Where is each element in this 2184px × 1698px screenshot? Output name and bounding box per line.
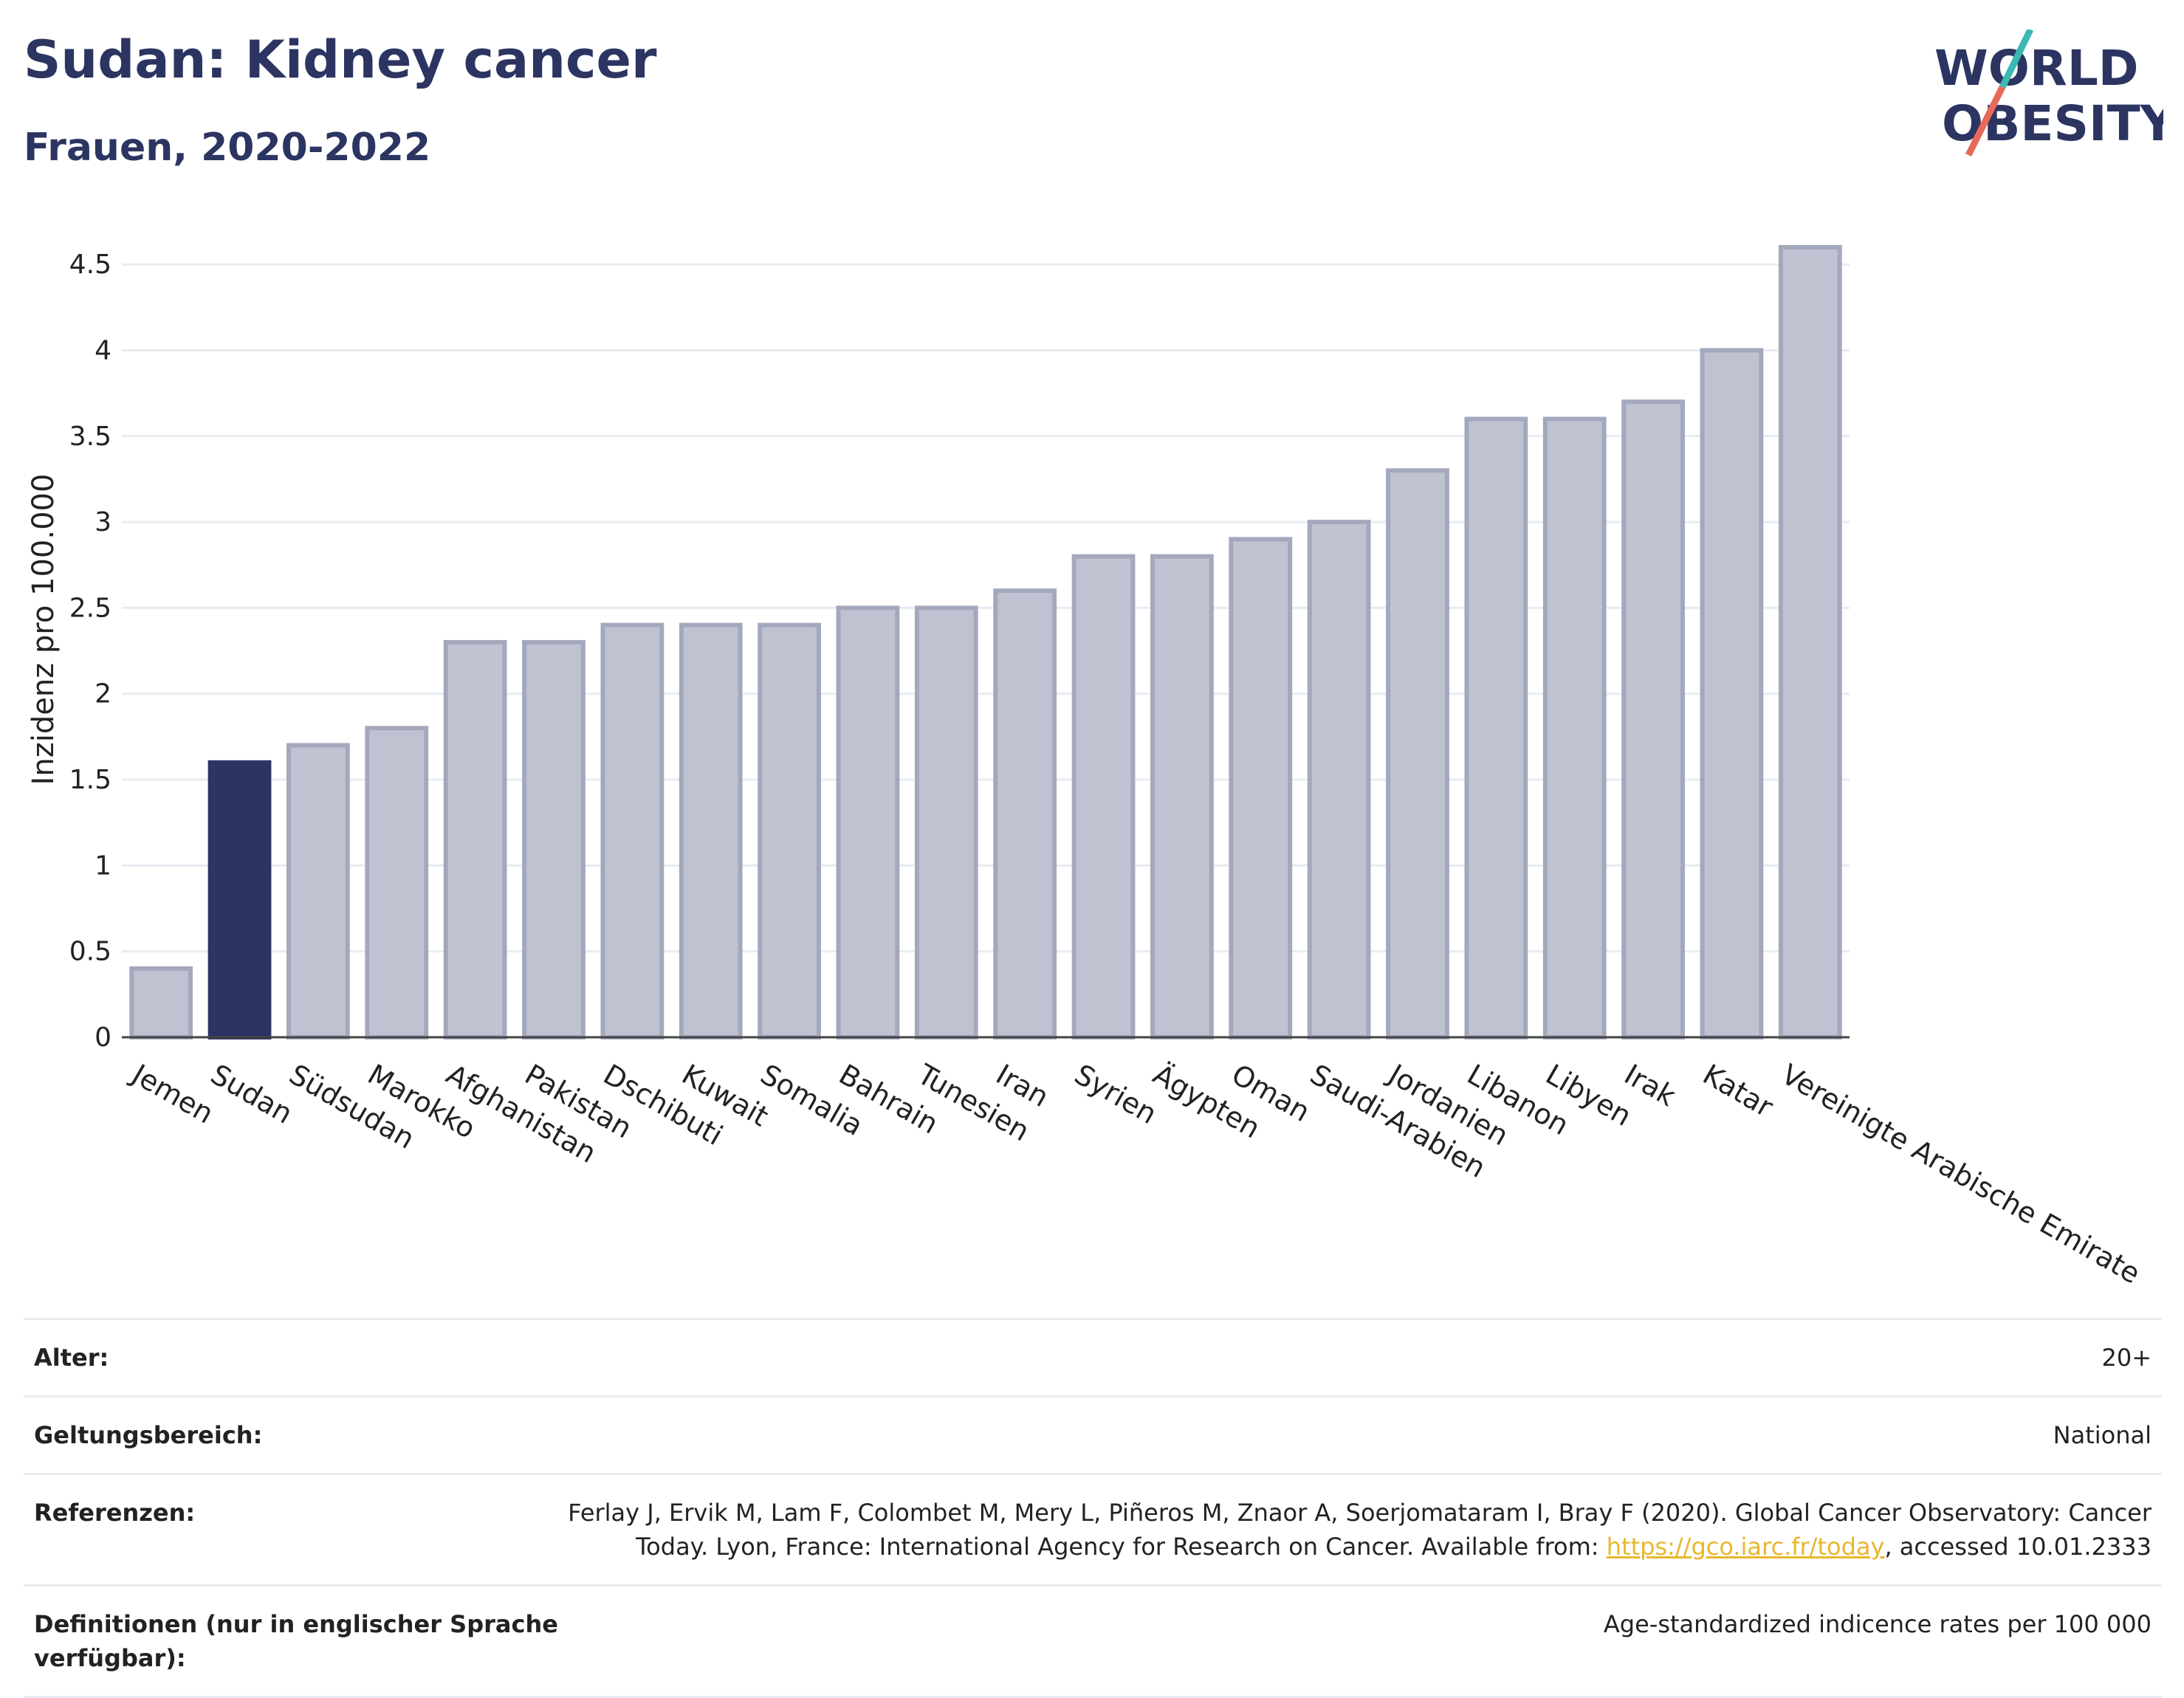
bar-ägypten [1150, 554, 1214, 1039]
bar-südsudan [286, 743, 350, 1039]
bar-vereinigte-arabische-emirate [1778, 244, 1842, 1039]
world-obesity-logo: WORLD OBESITY [1934, 30, 2163, 157]
meta-row-scope: Geltungsbereich: National [24, 1395, 2162, 1473]
logo-word-world: WORLD [1934, 40, 2139, 97]
bar-iran [993, 588, 1057, 1039]
bar-katar [1700, 348, 1764, 1039]
bar-oman [1229, 537, 1293, 1039]
meta-value: National [2053, 1421, 2152, 1449]
bars [129, 244, 1842, 1040]
logo-slash-coral [1965, 85, 2006, 157]
meta-row-references: Referenzen: Ferlay J, Ervik M, Lam F, Co… [24, 1473, 2162, 1584]
x-tick-label: Syrien [1069, 1058, 1162, 1130]
bar-libanon [1464, 416, 1528, 1039]
bar-dschibuti [600, 622, 665, 1039]
reference-accessed: , accessed 10.01.2333 [1884, 1533, 2152, 1561]
meta-label: Referenzen: [34, 1499, 196, 1527]
bar-chart: 0 0.5 1 1.5 2 2.5 3 3.5 4 4.5 JemenSudanSüdsudanM… [27, 244, 2146, 1290]
y-tick-label: 4.5 [69, 250, 111, 280]
meta-row-age: Alter: 20+ [24, 1318, 2162, 1395]
reference-text: Ferlay J, Ervik M, Lam F, Colombet M, Me… [568, 1499, 2152, 1561]
metadata-table: Alter: 20+ Geltungsbereich: National Ref… [24, 1318, 2162, 1698]
meta-value: Age-standardized indicence rates per 100… [1603, 1610, 2152, 1638]
x-tick-label: Jemen [126, 1057, 219, 1130]
y-tick-label: 2.5 [69, 593, 111, 623]
logo-word-obesity: OBESITY [1942, 95, 2163, 152]
x-tick-labels: JemenSudanSüdsudanMarokkoAfghanistanPaki… [126, 1057, 2146, 1290]
bar-afghanistan [443, 639, 507, 1039]
y-tick-label: 4 [95, 335, 111, 365]
y-tick-labels: 0 0.5 1 1.5 2 2.5 3 3.5 4 4.5 [69, 250, 111, 1053]
meta-row-definitions: Definitionen (nur in englischer Sprache … [24, 1584, 2162, 1698]
y-tick-label: 1 [95, 850, 111, 881]
y-tick-label: 3 [95, 507, 111, 537]
bar-tunesien [914, 605, 978, 1039]
y-tick-label: 0.5 [69, 937, 111, 967]
meta-value: 20+ [2101, 1344, 2152, 1372]
x-tick-label: Vereinigte Arabische Emirate [1776, 1058, 2146, 1290]
bar-pakistan [522, 639, 586, 1039]
meta-label: Alter: [34, 1344, 109, 1372]
logo-slash-teal [1999, 30, 2034, 89]
reference-link[interactable]: https://gco.iarc.fr/today [1606, 1533, 1885, 1561]
bar-jemen [129, 966, 193, 1040]
bar-libyen [1542, 416, 1607, 1039]
bar-syrien [1071, 554, 1136, 1039]
chart-title: Sudan: Kidney cancer [24, 30, 657, 90]
y-tick-label: 3.5 [69, 422, 111, 452]
bar-sudan [207, 760, 272, 1039]
bar-jordanien [1386, 468, 1449, 1039]
meta-value: Ferlay J, Ervik M, Lam F, Colombet M, Me… [566, 1496, 2152, 1564]
x-tick-label: Sudan [205, 1058, 298, 1130]
bar-marokko [365, 726, 429, 1040]
bar-somalia [758, 622, 821, 1039]
bar-bahrain [836, 605, 900, 1039]
meta-label: Definitionen (nur in englischer Sprache … [34, 1610, 558, 1672]
bar-irak [1621, 399, 1685, 1039]
bar-kuwait [679, 622, 743, 1039]
x-tick-label: Katar [1697, 1058, 1779, 1124]
y-axis-label: Inzidenz pro 100.000 [27, 474, 61, 786]
y-tick-label: 1.5 [69, 765, 111, 795]
y-tick-label: 0 [95, 1022, 111, 1053]
y-tick-label: 2 [95, 679, 111, 709]
meta-label: Geltungsbereich: [34, 1421, 263, 1449]
bar-saudi-arabien [1307, 520, 1371, 1039]
chart-subtitle: Frauen, 2020-2022 [24, 126, 431, 170]
